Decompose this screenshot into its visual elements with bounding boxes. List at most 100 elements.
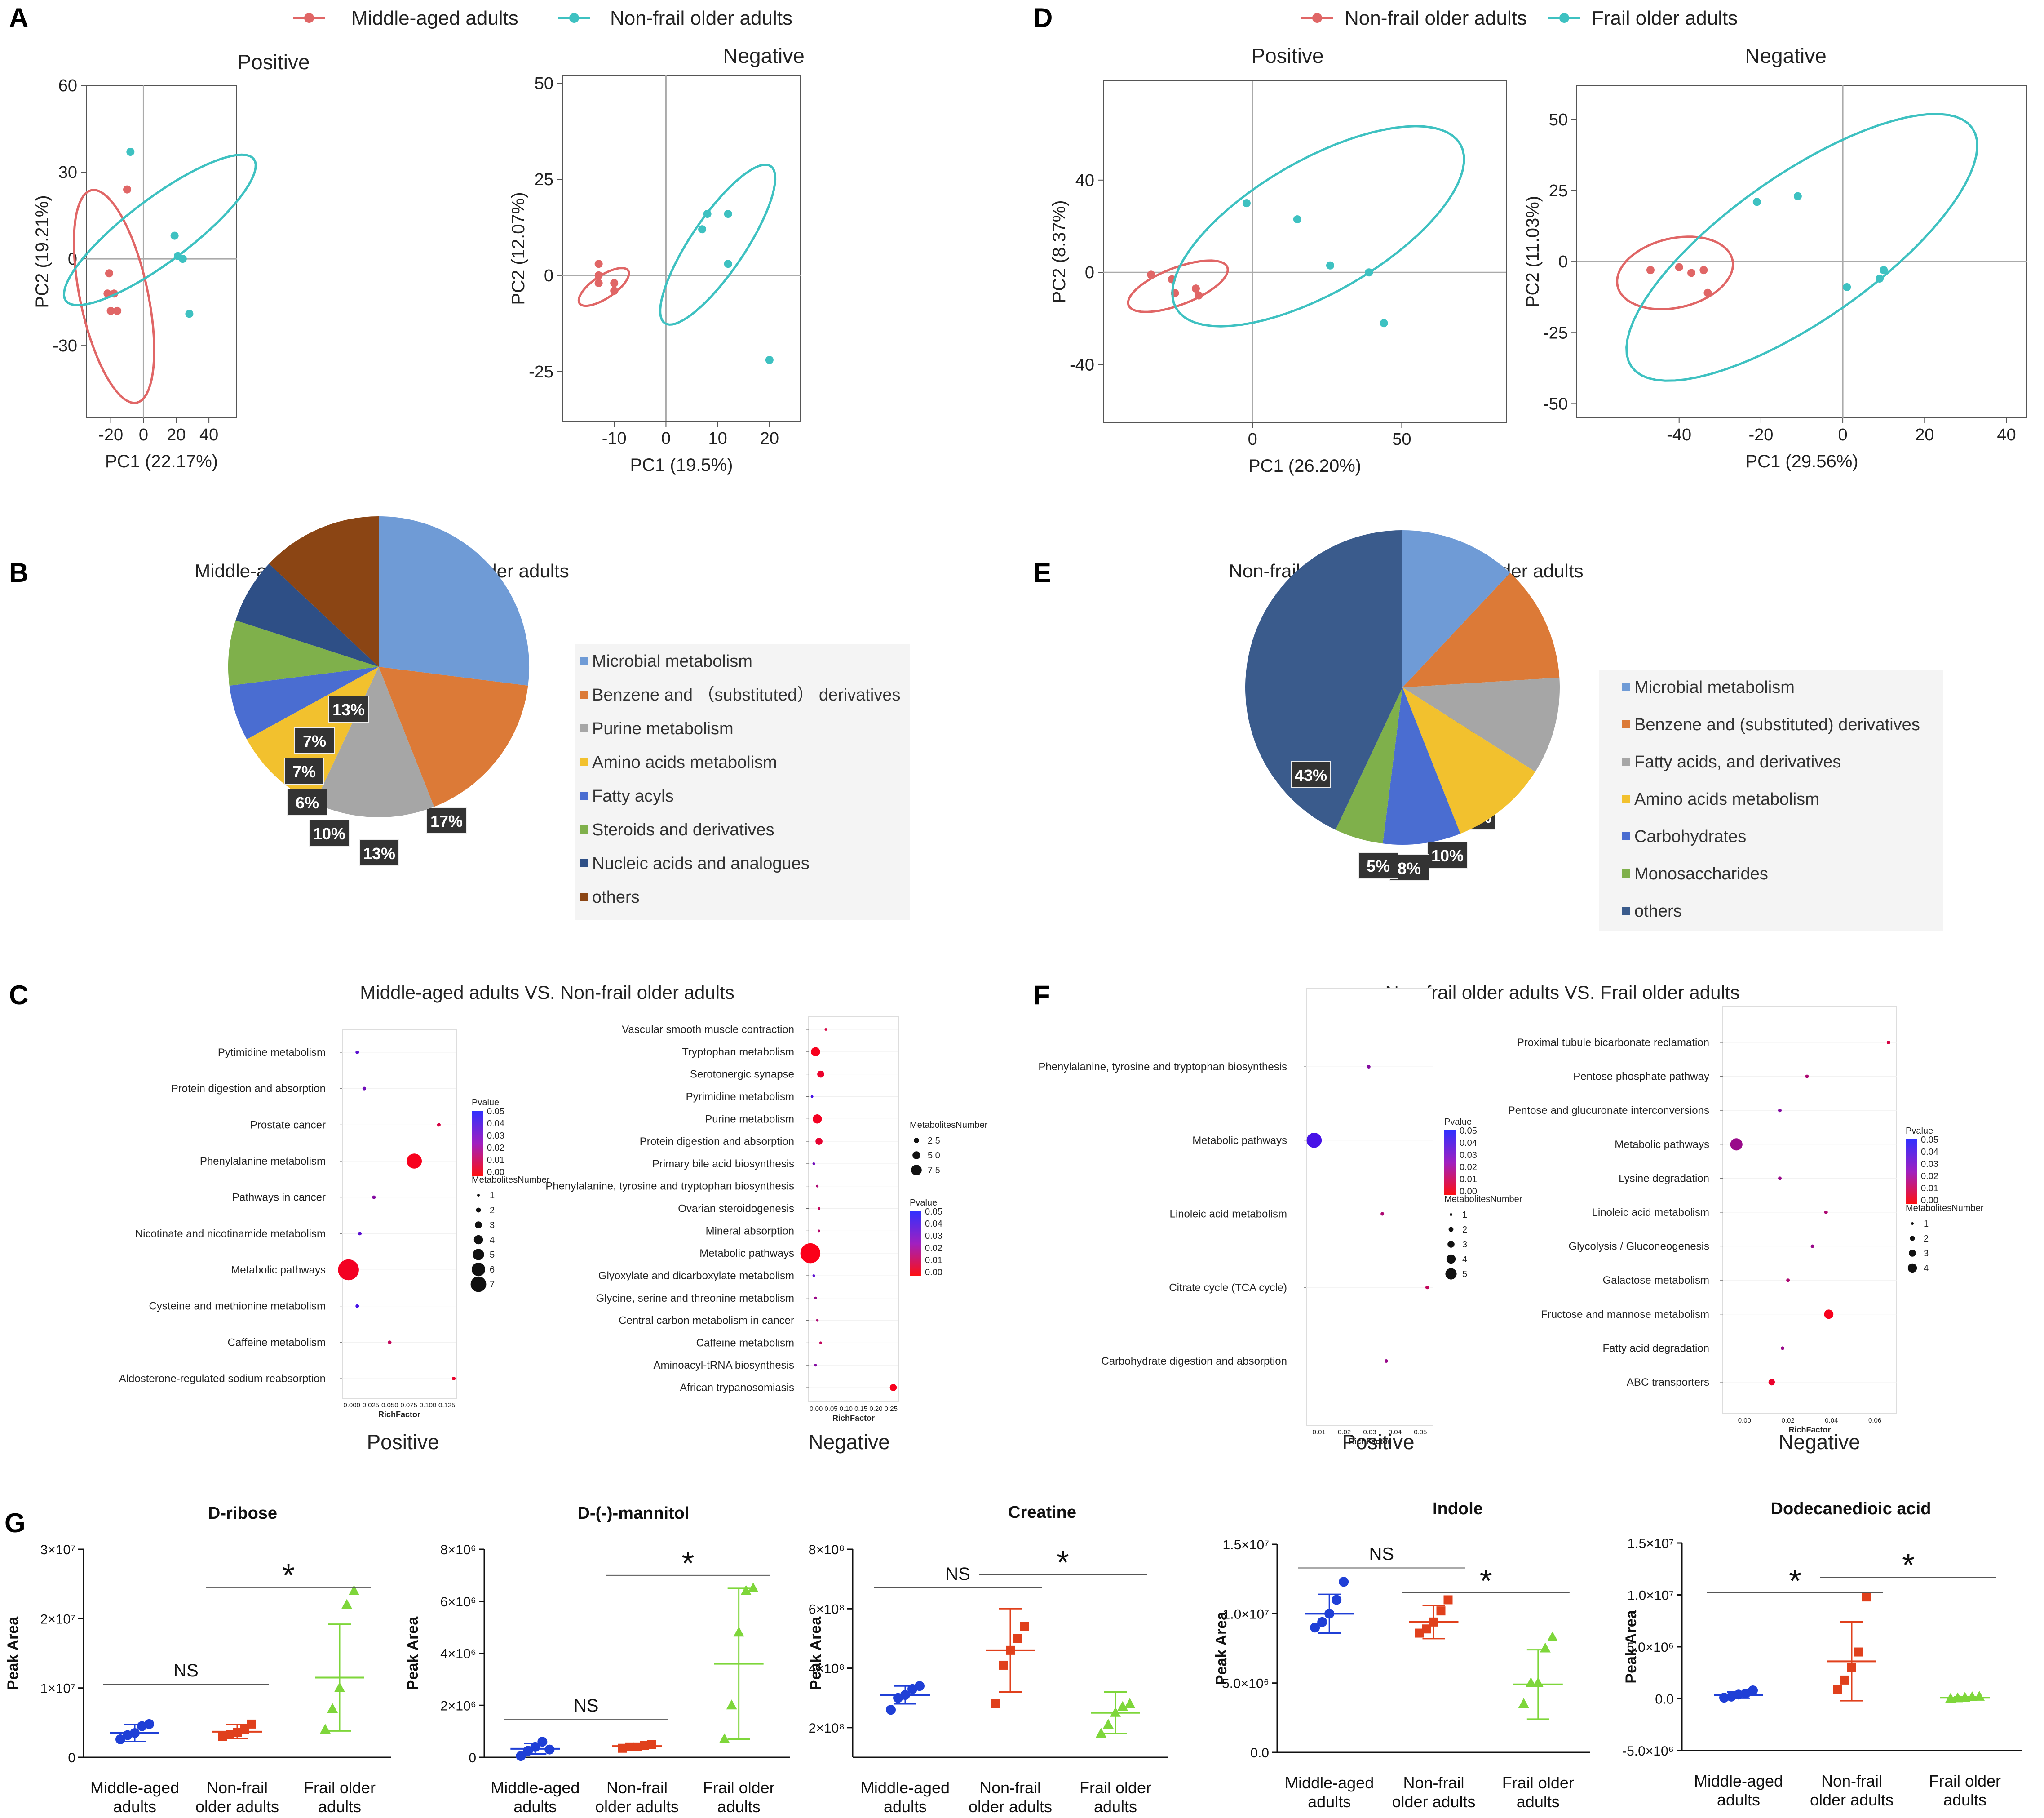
group-label-line: adults — [318, 1797, 361, 1816]
panel-label: C — [9, 980, 28, 1010]
significance-label: * — [1902, 1548, 1915, 1583]
y-axis-title: Peak Area — [404, 1616, 421, 1690]
data-point — [1242, 199, 1251, 208]
size-legend-dot — [1907, 1263, 1917, 1273]
pathway-label: Fatty acid degradation — [1603, 1342, 1709, 1354]
pie-slice — [228, 620, 379, 686]
data-point — [915, 1681, 925, 1691]
panel-label: G — [4, 1508, 26, 1538]
data-point — [126, 148, 135, 156]
metabolite-title: Dodecanedioic acid — [1771, 1499, 1931, 1518]
colorbar-tick: 0.02 — [925, 1243, 942, 1253]
size-legend-label: 4 — [1462, 1255, 1467, 1264]
legend-swatch — [1622, 720, 1630, 728]
pathway-label: Tryptophan metabolism — [682, 1046, 794, 1058]
y-tick-label: 4×10⁸ — [809, 1662, 845, 1676]
enrichment-bubble — [819, 1341, 822, 1344]
x-tick-label: 0 — [1838, 426, 1848, 444]
pie-label: 5% — [1367, 857, 1390, 875]
significance-label: NS — [945, 1564, 970, 1584]
data-point — [1117, 1701, 1128, 1711]
enrichment-bubble — [1425, 1286, 1429, 1290]
size-legend-dot — [1910, 1236, 1915, 1241]
panel-label: F — [1033, 980, 1050, 1010]
confidence-ellipse — [72, 189, 155, 404]
data-point — [719, 1733, 730, 1743]
data-point — [123, 185, 132, 194]
enrichment-bubble — [811, 1047, 820, 1057]
pie-label: 17% — [430, 812, 463, 830]
legend-label: Microbial metabolism — [592, 652, 752, 671]
x-tick-label: 0.20 — [869, 1405, 882, 1413]
pathway-label: Carbohydrate digestion and absorption — [1101, 1355, 1287, 1367]
pathway-label: Aldosterone-regulated sodium reabsorptio… — [119, 1373, 326, 1385]
y-tick-label: 1×10⁷ — [40, 1681, 75, 1696]
size-legend-label: 2 — [1924, 1234, 1929, 1244]
group-label-line: adults — [884, 1797, 927, 1816]
data-point — [537, 1737, 548, 1747]
x-axis-title: PC1 (22.17%) — [105, 452, 218, 471]
group-label: Middle-aged adults — [1694, 1772, 1783, 1809]
pathway-label: Phenylalanine, tyrosine and tryptophan b… — [1038, 1061, 1287, 1073]
y-tick-label: 1.0×10⁷ — [1628, 1588, 1674, 1603]
confidence-ellipse — [1625, 113, 1978, 382]
plot-frame — [1103, 80, 1507, 423]
colorbar-tick: 0.00 — [487, 1167, 504, 1177]
y-tick-label: 30 — [58, 163, 77, 182]
group-label-line: Non-frail — [606, 1778, 668, 1797]
x-tick-label: -20 — [98, 426, 123, 444]
data-point — [144, 1719, 154, 1729]
y-tick-label: 1.5×10⁷ — [1223, 1538, 1269, 1552]
x-tick-label: 0.04 — [1825, 1417, 1838, 1424]
pathway-label: Caffeine metabolism — [696, 1337, 794, 1349]
colorbar-tick: 0.00 — [925, 1268, 942, 1277]
data-point — [991, 1699, 1000, 1708]
size-legend-label: 4 — [1924, 1264, 1929, 1273]
group-label-line: Non-frail — [980, 1778, 1041, 1797]
plot-caption: Negative — [808, 1430, 890, 1454]
plot-caption: Negative — [1779, 1430, 1860, 1454]
data-point — [1748, 1685, 1758, 1696]
group-label: Non-frail older adults — [1392, 1774, 1475, 1811]
data-point — [1415, 1628, 1424, 1638]
enrichment-bubble — [1886, 1041, 1890, 1044]
enrichment-bubble — [355, 1051, 359, 1054]
size-legend-label: 1 — [490, 1191, 495, 1201]
pvalue-colorbar — [1444, 1130, 1456, 1195]
y-tick-label: 1.5×10⁷ — [1628, 1536, 1674, 1551]
x-tick-label: 0 — [139, 426, 148, 444]
data-point — [698, 225, 707, 234]
x-tick-label: 40 — [1997, 426, 2016, 444]
y-tick-label: 0.0 — [1655, 1692, 1674, 1707]
enrichment-bubble — [407, 1153, 422, 1169]
pie-slice — [229, 667, 379, 740]
plot-title: Positive — [237, 50, 310, 74]
y-axis-title: PC2 (11.03%) — [1523, 196, 1543, 307]
pathway-label: Phenylalanine, tyrosine and tryptophan b… — [545, 1180, 794, 1193]
colorbar-tick: 0.05 — [925, 1207, 942, 1217]
legend-label: Frail older adults — [1592, 7, 1738, 29]
enrichment-bubble — [816, 1184, 819, 1188]
pathway-label: Vascular smooth muscle contraction — [622, 1024, 794, 1036]
pathway-label: Glyoxylate and dicarboxylate metabolism — [598, 1270, 794, 1282]
group-label: Middle-aged adults — [491, 1778, 580, 1816]
enrichment-bubble — [452, 1377, 456, 1380]
colorbar-tick: 0.03 — [1460, 1150, 1477, 1160]
y-tick-label: 8×10⁸ — [809, 1543, 845, 1557]
x-axis-title: PC1 (29.56%) — [1745, 452, 1858, 471]
size-legend-dot — [470, 1276, 487, 1292]
legend-label: Nucleic acids and analogues — [592, 854, 810, 873]
legend-swatch — [580, 758, 588, 766]
y-tick-label: 0 — [544, 266, 553, 285]
pie-label: 8% — [1398, 859, 1421, 878]
y-tick-label: -50 — [1543, 395, 1568, 413]
group-label-line: Middle-aged — [1285, 1774, 1374, 1792]
group-label-line: adults — [1094, 1797, 1137, 1816]
confidence-ellipse — [577, 267, 630, 307]
y-tick-label: -25 — [529, 363, 553, 381]
data-point — [748, 1582, 759, 1592]
enrichment-title: Middle-aged adults VS. Non-frail older a… — [360, 982, 734, 1003]
y-tick-label: 0 — [1558, 253, 1568, 271]
y-tick-label: 25 — [535, 170, 553, 189]
enrichment-bubble — [812, 1274, 815, 1277]
